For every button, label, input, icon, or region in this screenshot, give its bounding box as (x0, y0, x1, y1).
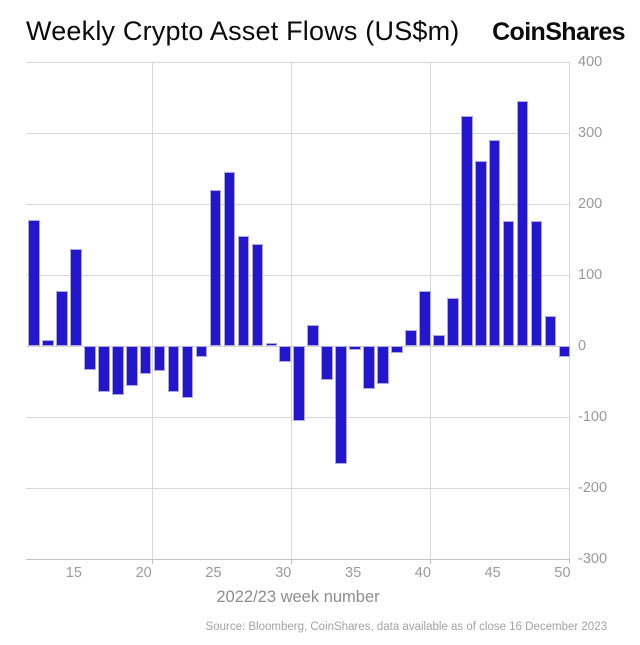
bar-week-18 (111, 346, 124, 395)
x-tick-label: 50 (554, 565, 571, 581)
bar-week-43 (460, 115, 473, 346)
bar-week-41 (433, 335, 445, 346)
bar-week-12 (28, 219, 40, 346)
bar-week-48 (530, 221, 543, 346)
bar-week-23 (181, 346, 194, 398)
y-tick-label: -100 (578, 409, 608, 425)
bar-week-32 (307, 325, 319, 346)
bar-week-26 (223, 172, 236, 346)
x-axis-label: 2022/23 week number (216, 588, 380, 606)
y-tick-label: 100 (578, 267, 603, 283)
h-gridline (26, 133, 570, 134)
x-tick-mark (569, 559, 570, 564)
bar-week-45 (488, 140, 501, 346)
bar-week-46 (502, 221, 515, 346)
x-axis-line (26, 559, 570, 560)
x-tick-mark (430, 559, 431, 564)
y-tick-label: 200 (578, 196, 603, 212)
y-tick-label: 400 (578, 54, 603, 70)
h-gridline (26, 275, 570, 276)
y-tick-label: -300 (578, 551, 608, 567)
h-gridline (26, 488, 570, 489)
x-tick-label: 30 (275, 565, 292, 581)
x-tick-mark (291, 559, 292, 564)
bar-week-25 (209, 189, 222, 346)
y-tick-label: 0 (578, 338, 587, 354)
bar-week-44 (474, 161, 487, 346)
bar-week-34 (335, 346, 347, 464)
bar-week-29 (265, 343, 278, 346)
bar-week-13 (42, 340, 54, 346)
x-tick-label: 15 (65, 565, 82, 581)
bar-week-17 (98, 346, 110, 393)
v-gridline (291, 62, 292, 559)
v-gridline (152, 62, 153, 559)
bar-week-33 (321, 346, 333, 381)
bar-week-21 (153, 346, 166, 371)
bar-week-28 (251, 244, 264, 346)
chart-title: Weekly Crypto Asset Flows (US$m) (26, 16, 460, 46)
bar-week-47 (516, 101, 529, 346)
bar-week-30 (279, 346, 292, 362)
bar-week-40 (419, 291, 431, 346)
h-gridline (26, 62, 570, 63)
coinshares-logo: CoinShares (492, 18, 626, 46)
bar-week-16 (84, 346, 96, 371)
bar-week-42 (447, 298, 459, 346)
bar-week-37 (377, 346, 389, 385)
y-tick-label: -200 (578, 480, 608, 496)
x-tick-label: 35 (345, 565, 362, 581)
x-tick-label: 25 (205, 565, 222, 581)
bar-week-27 (237, 235, 250, 346)
bar-week-22 (167, 346, 180, 393)
bar-week-50 (558, 346, 571, 357)
x-tick-mark (152, 559, 153, 564)
bar-week-35 (349, 346, 361, 351)
h-gridline (26, 204, 570, 205)
bar-week-19 (125, 346, 138, 386)
bar-week-49 (544, 316, 557, 346)
bar-week-14 (56, 291, 68, 346)
bar-week-38 (391, 346, 403, 354)
bar-week-15 (70, 248, 82, 346)
v-gridline (569, 62, 570, 559)
x-tick-label: 40 (414, 565, 431, 581)
x-tick-label: 20 (135, 565, 152, 581)
bar-week-24 (195, 346, 208, 357)
bar-week-39 (405, 329, 417, 346)
bar-week-20 (139, 346, 152, 375)
x-tick-label: 45 (484, 565, 501, 581)
bar-week-36 (363, 346, 375, 390)
bar-week-31 (293, 346, 306, 422)
source-note: Source: Bloomberg, CoinShares, data avai… (205, 621, 607, 633)
y-tick-label: 300 (578, 125, 603, 141)
